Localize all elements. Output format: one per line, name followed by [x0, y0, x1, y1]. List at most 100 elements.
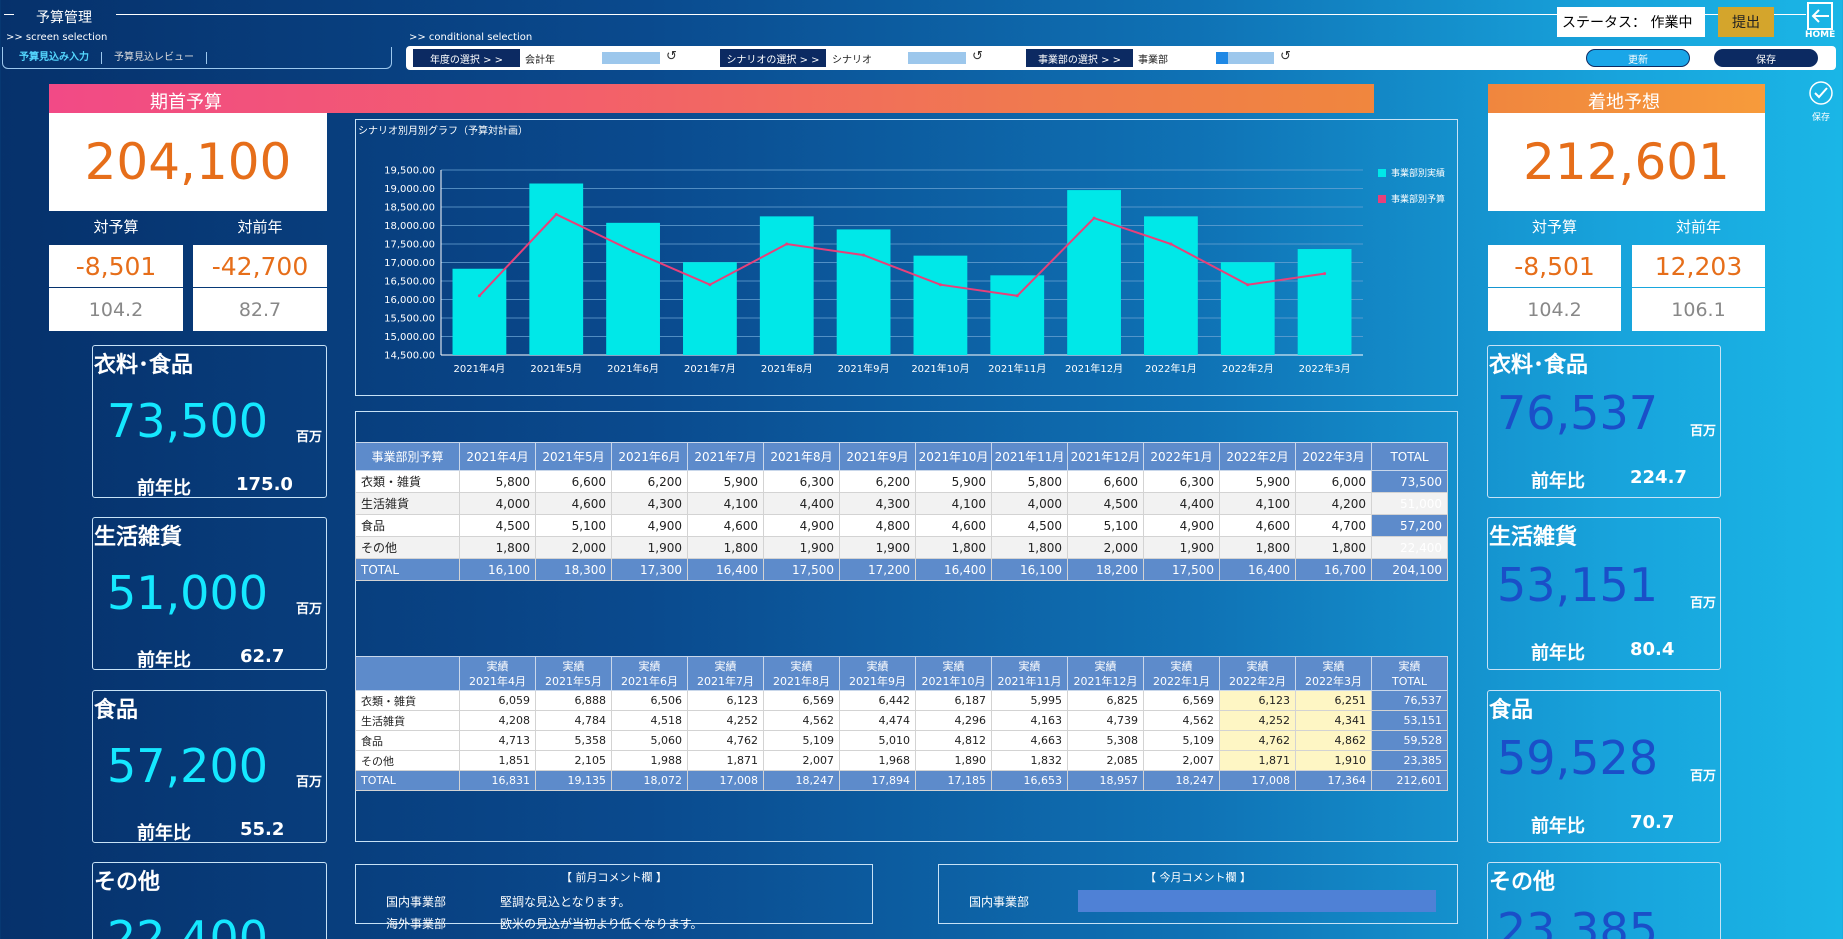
row-total: 204,100 [1371, 558, 1448, 581]
header-bottom: 2021年5月 [545, 674, 602, 688]
table-cell: 17,894 [839, 770, 916, 791]
table-cell: 6,600 [1067, 470, 1144, 493]
budget-vs-budget-value: -8,501 [49, 245, 183, 287]
forecast-vs-prev-label: 対前年 [1675, 218, 1721, 236]
year-level-bar [602, 52, 660, 64]
chart-bar [836, 229, 891, 355]
card-title: 衣料･食品 [94, 353, 194, 378]
table-cell: 5,109 [1143, 730, 1220, 751]
month-header: 実績 2021年5月 [535, 656, 612, 691]
conditional-selection-label: >> conditional selection [409, 32, 533, 43]
y-tick-label: 15,500.00 [384, 314, 435, 325]
table-cell: 4,600 [1219, 514, 1296, 537]
header-bottom: 2022年2月 [1229, 674, 1286, 688]
card-title: 生活雑貨 [94, 525, 183, 550]
save-button[interactable]: 保存 [1714, 49, 1818, 67]
chart-bar [913, 255, 968, 355]
table-cell: 4,713 [459, 730, 536, 751]
header-top: 実績 [866, 659, 889, 673]
tab-budget-input[interactable]: 予算見込み入力 [19, 51, 102, 64]
x-tick-label: 2021年5月 [530, 362, 582, 375]
year-select-button[interactable]: 年度の選択 > > [413, 49, 520, 67]
x-tick-label: 2021年9月 [838, 362, 890, 375]
row-total: 73,500 [1371, 470, 1448, 493]
table-cell: 4,000 [991, 492, 1068, 515]
month-header: 実績 2021年8月 [763, 656, 840, 691]
forecast-vs-budget-label: 対予算 [1531, 218, 1577, 236]
status-display: ステータス： 作業中 [1557, 7, 1705, 37]
budget-point [477, 294, 481, 298]
card-value: 51,000 [107, 566, 268, 620]
row-total: 57,200 [1371, 514, 1448, 537]
table-cell: 5,995 [991, 690, 1068, 711]
page-title: 予算管理 [36, 10, 92, 26]
table-cell: 1,800 [1295, 536, 1372, 559]
budget-point [1246, 283, 1250, 287]
tab-budget-review[interactable]: 予算見込レビュー [114, 51, 207, 64]
header-bottom: 2021年10月 [921, 674, 986, 688]
forecast-vs-prev-pct: 106.1 [1632, 288, 1765, 331]
table-cell: 16,400 [915, 558, 992, 581]
header-top: 実績 [1322, 659, 1345, 673]
table-cell: 4,600 [687, 514, 764, 537]
table-cell: 4,000 [459, 492, 536, 515]
month-header: 2021年9月 [839, 442, 916, 471]
budget-point [631, 249, 635, 253]
forecast-total: 212,601 [1488, 113, 1765, 211]
card-title: 食品 [94, 698, 139, 723]
month-header: 2022年1月 [1143, 442, 1220, 471]
prev-comment-dept: 海外事業部 [386, 917, 447, 931]
curr-comment-input[interactable] [1078, 890, 1436, 912]
table-cell: 5,800 [459, 470, 536, 493]
table-cell: 1,910 [1295, 750, 1372, 771]
table-cell: 18,072 [611, 770, 688, 791]
table-cell: 4,562 [1143, 710, 1220, 731]
table-cell: 6,251 [1295, 690, 1372, 711]
header-bottom: 2021年9月 [849, 674, 906, 688]
card-value: 76,537 [1497, 386, 1658, 440]
table-cell: 1,988 [611, 750, 688, 771]
forecast-banner: 着地予想 [1488, 84, 1765, 113]
card-value: 59,528 [1497, 731, 1658, 785]
scenario-reset-icon[interactable]: ↺ [972, 49, 983, 64]
table-cell: 4,300 [839, 492, 916, 515]
header-top: 実績 [1398, 659, 1421, 673]
table-cell: 1,800 [687, 536, 764, 559]
chart-bar [606, 222, 660, 355]
condition-bar: 年度の選択 > > 会計年 ↺ シナリオの選択 > > シナリオ ↺ 事業部の選… [406, 46, 1836, 70]
table-cell: 4,600 [535, 492, 612, 515]
home-button[interactable]: HOME [1805, 2, 1835, 42]
row-total: 212,601 [1371, 770, 1448, 791]
row-name: TOTAL [355, 770, 460, 791]
table-cell: 17,185 [915, 770, 992, 791]
scenario-select-button[interactable]: シナリオの選択 > > [720, 49, 826, 67]
y-tick-label: 17,000.00 [384, 258, 435, 269]
month-header: TOTAL [1371, 442, 1448, 471]
division-level-fill [1216, 52, 1228, 64]
x-tick-label: 2022年3月 [1299, 362, 1351, 375]
table-cell: 4,762 [687, 730, 764, 751]
header-bottom: 2022年3月 [1305, 674, 1362, 688]
year-reset-icon[interactable]: ↺ [666, 49, 677, 64]
card-yoy-value: 224.7 [1630, 467, 1687, 488]
row-name: 生活雑貨 [355, 710, 460, 731]
division-value: 事業部 [1138, 55, 1168, 66]
card-title: 食品 [1489, 698, 1534, 723]
table-cell: 17,500 [1143, 558, 1220, 581]
prev-comment-dept: 国内事業部 [386, 895, 447, 909]
table-cell: 4,562 [763, 710, 840, 731]
side-save-button[interactable]: 保存 [1806, 80, 1836, 123]
table-cell: 6,888 [535, 690, 612, 711]
table-row: 衣類・雑貨 5,800 6,600 6,200 5,900 6,300 6,200 5,900… [355, 470, 1448, 493]
division-select-button[interactable]: 事業部の選択 > > [1026, 49, 1133, 67]
curr-comment-panel: 【 今月コメント欄 】 国内事業部 [938, 864, 1458, 924]
division-reset-icon[interactable]: ↺ [1280, 49, 1291, 64]
table-cell: 5,060 [611, 730, 688, 751]
month-header: 実績 2021年9月 [839, 656, 916, 691]
submit-button[interactable]: 提出 [1718, 7, 1774, 37]
budget-point [1323, 272, 1327, 276]
chart-title: シナリオ別月別グラフ（予算対計画） [358, 126, 528, 137]
update-button[interactable]: 更新 [1586, 49, 1690, 67]
card-unit: 百万 [296, 430, 323, 445]
table-cell: 4,300 [611, 492, 688, 515]
